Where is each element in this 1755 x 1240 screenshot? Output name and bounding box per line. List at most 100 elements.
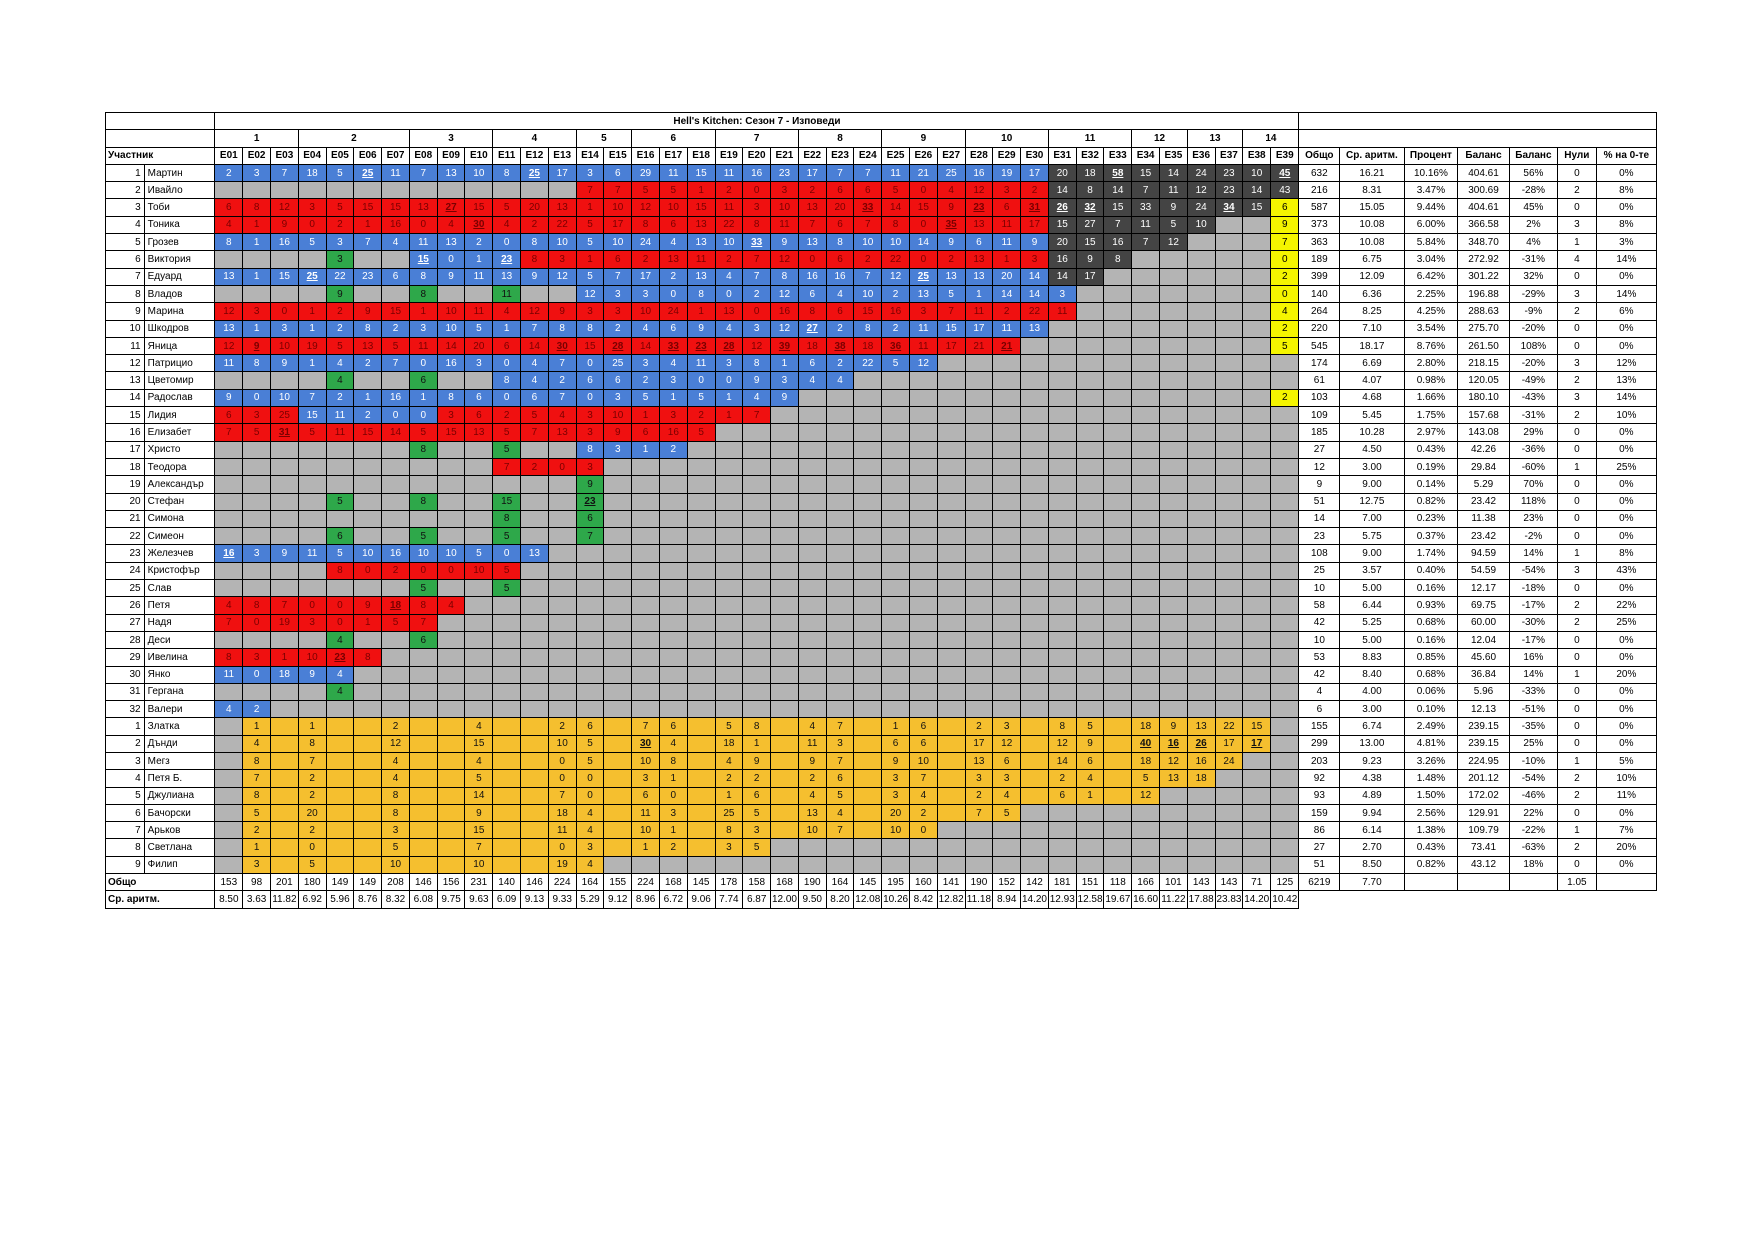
episode-cell: 12 — [770, 319, 799, 338]
stat-cell: 5.25 — [1339, 613, 1405, 632]
episode-cell — [1270, 509, 1300, 529]
episode-cell — [325, 717, 355, 736]
episode-cell: 2 — [881, 319, 910, 338]
episode-cell — [797, 855, 827, 875]
stat-cell: 0% — [1595, 648, 1658, 667]
episode-cell: 12 — [881, 267, 910, 286]
episode-cell — [908, 509, 938, 529]
episode-cell: 2 — [297, 821, 327, 840]
stat-cell: 109 — [1298, 406, 1341, 425]
episode-cell: 13 — [436, 163, 466, 183]
episode-cell — [270, 717, 299, 736]
average-cell: 9.12 — [603, 890, 633, 909]
episode-cell: 14 — [631, 336, 660, 356]
episode-cell — [353, 579, 383, 598]
stat-cell: 42 — [1298, 613, 1341, 632]
episode-cell: 0 — [714, 371, 744, 390]
episode-cell — [1103, 769, 1133, 788]
episode-cell — [575, 700, 605, 719]
episode-cell: 3 — [381, 821, 410, 840]
episode-cell: 6 — [658, 319, 688, 338]
episode-cell — [1020, 717, 1049, 736]
stat-cell: 4 — [1557, 250, 1597, 269]
episode-cell — [1020, 527, 1049, 546]
episode-cell: 9 — [547, 302, 577, 321]
average-cell: 14.20 — [1020, 890, 1049, 909]
episode-cell: 18 — [297, 163, 327, 183]
episode-cell — [1186, 423, 1216, 442]
episode-cell: 10 — [631, 751, 660, 771]
episode-cell: 15 — [686, 163, 716, 183]
episode-cell — [353, 250, 383, 269]
episode-cell: 3 — [881, 769, 910, 788]
stat-cell: 16.21 — [1339, 163, 1405, 183]
episode-cell: 3 — [325, 250, 355, 269]
episode-cell: 5 — [881, 354, 910, 373]
episode-cell: 4 — [714, 319, 744, 338]
stat-cell: -60% — [1508, 457, 1559, 477]
row-number: 1 — [105, 717, 145, 736]
stat-cell: 86 — [1298, 821, 1341, 840]
participant-row: 16 Елизабет 7 5 31 5 11 15 14 5 15 13 5 7 13 3 9 6 16 5 185 1… — [105, 423, 1658, 442]
episode-cell — [270, 751, 299, 771]
stat-header: Процент — [1403, 146, 1459, 165]
episode-cell — [436, 457, 466, 477]
episode-cell: 5 — [464, 769, 494, 788]
episode-cell: 14 — [1047, 181, 1077, 200]
episode-cell — [1075, 354, 1105, 373]
totals-label: Общо — [104, 873, 216, 892]
episode-cell: 7 — [853, 163, 883, 183]
episode-header: E33 — [1103, 146, 1133, 165]
episode-cell — [714, 457, 744, 477]
stat-cell: 2.25% — [1403, 284, 1459, 304]
row-number: 28 — [105, 630, 145, 650]
stat-cell: 53 — [1298, 648, 1341, 667]
episode-cell: 11 — [464, 267, 494, 286]
episode-cell — [1075, 561, 1105, 581]
stat-cell: 0.19% — [1403, 457, 1459, 477]
episode-cell — [964, 509, 994, 529]
stat-cell: 0 — [1557, 682, 1597, 702]
stat-cell: 1.75% — [1403, 406, 1459, 425]
episode-cell: 13 — [214, 267, 244, 286]
episode-cell — [825, 440, 855, 459]
stat-cell: 12.04 — [1457, 630, 1510, 650]
stat-cell: 0.37% — [1403, 527, 1459, 546]
episode-cell — [1270, 665, 1300, 684]
episode-cell: 5 — [325, 544, 355, 563]
participant-row: 7 Арьков 2 2 3 15 11 4 10 1 8 3 10 7 10 0 86 6.14 1.38% 109… — [105, 821, 1658, 840]
episode-cell: 13 — [464, 423, 494, 442]
episode-cell: 8 — [408, 284, 438, 304]
stat-cell: 0% — [1595, 509, 1658, 529]
participant-row: 9 Филип 3 5 10 10 19 4 51 8.50 0.82% 43.12 18% 0 0% — [105, 855, 1658, 875]
episode-header: E02 — [242, 146, 271, 165]
episode-cell — [297, 630, 327, 650]
episode-cell: 13 — [1186, 717, 1216, 736]
stat-cell: 43% — [1595, 561, 1658, 581]
episode-cell — [1270, 613, 1300, 632]
episode-cell — [1020, 561, 1049, 581]
episode-cell: 1 — [714, 786, 744, 805]
episode-cell: 7 — [742, 406, 772, 425]
stat-cell: 51 — [1298, 492, 1341, 511]
episode-cell — [992, 423, 1022, 442]
episode-cell — [1242, 821, 1272, 840]
participant-row: 25 Слав 5 5 10 5.00 0.16% 12.17 -18% 0 0% — [105, 579, 1658, 598]
total-cell: 166 — [1131, 873, 1160, 892]
episode-cell — [381, 371, 410, 390]
stat-cell: 1.66% — [1403, 388, 1459, 408]
episode-cell — [936, 423, 966, 442]
episode-cell: 3 — [658, 406, 688, 425]
episode-cell: 1 — [353, 613, 383, 632]
episode-cell: 10 — [408, 544, 438, 563]
row-number: 30 — [105, 665, 145, 684]
episode-cell — [464, 475, 494, 494]
episode-cell — [936, 561, 966, 581]
episode-cell — [464, 665, 494, 684]
episode-cell — [520, 838, 549, 857]
episode-cell — [770, 613, 799, 632]
episode-cell: 5 — [408, 527, 438, 546]
episode-cell — [603, 492, 633, 511]
episode-cell: 0 — [797, 250, 827, 269]
row-number: 1 — [105, 163, 145, 183]
